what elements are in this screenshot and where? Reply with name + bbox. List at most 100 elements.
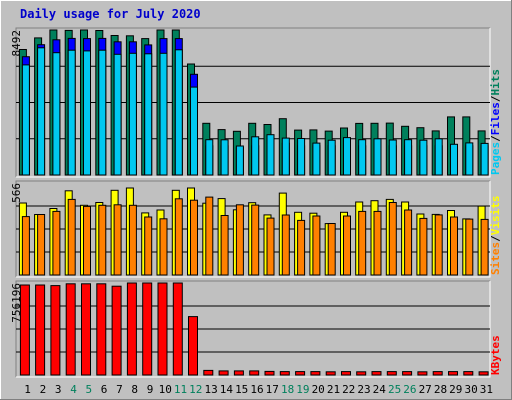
series-legend: Pages/Files/Hits [489, 69, 502, 175]
legend-hits: Hits [489, 69, 502, 96]
bar-pages-day-24 [373, 138, 382, 176]
bar-sites-day-28 [434, 214, 443, 276]
series-sites [21, 196, 489, 276]
bar-pages-day-19 [297, 138, 306, 176]
bar-pages-day-28 [434, 138, 443, 176]
legend-kbytes: KBytes [489, 335, 502, 375]
bar-pages-day-8 [128, 52, 137, 176]
bar-sites-day-27 [419, 217, 428, 276]
bar-pages-day-2 [37, 47, 46, 176]
bar-pages-day-6 [98, 49, 107, 176]
bar-sites-day-31 [480, 218, 489, 276]
bar-pages-day-16 [251, 136, 260, 176]
x-tick-label-14: 14 [220, 383, 234, 396]
bar-kbytes-day-3 [50, 285, 61, 376]
bar-sites-day-8 [128, 204, 137, 276]
chart-panels: 8492Pages/Files/Hits566Sites/Visits75619… [10, 27, 502, 378]
x-tick-label-8: 8 [131, 383, 138, 396]
bar-kbytes-day-18 [279, 371, 290, 376]
bar-pages-day-26 [404, 139, 413, 176]
bar-sites-day-10 [159, 218, 168, 276]
bar-kbytes-day-13 [203, 369, 214, 376]
bar-sites-day-24 [373, 210, 382, 276]
panel-3: 756196 KBytes [10, 280, 502, 378]
series-legend: Sites/Visits [489, 196, 502, 276]
bar-sites-day-29 [450, 216, 458, 276]
x-tick-label-4: 4 [70, 383, 77, 396]
y-max-label: 566 [10, 183, 23, 203]
bar-pages-day-12 [190, 86, 198, 176]
bar-kbytes-day-26 [402, 371, 413, 376]
legend--: / [489, 135, 502, 142]
bar-kbytes-day-31 [478, 371, 489, 376]
bar-kbytes-day-25 [386, 371, 397, 376]
plot-frame-highlight [16, 281, 491, 378]
legend-files: Files [489, 102, 502, 135]
x-tick-label-3: 3 [55, 383, 62, 396]
x-tick-label-13: 13 [204, 383, 217, 396]
bar-kbytes-day-14 [218, 370, 229, 376]
bar-sites-day-22 [343, 215, 351, 276]
plot-frame-highlight [16, 28, 491, 178]
bar-sites-day-3 [52, 210, 61, 276]
x-tick-label-29: 29 [449, 383, 462, 396]
bar-sites-day-17 [266, 217, 275, 276]
bar-pages-day-25 [388, 139, 397, 176]
bar-kbytes-day-11 [172, 282, 183, 376]
x-tick-label-24: 24 [373, 383, 387, 396]
legend-sites: Sites [489, 242, 502, 275]
bar-pages-day-3 [52, 52, 61, 176]
x-tick-label-11: 11 [174, 383, 187, 396]
bar-pages-day-5 [83, 50, 91, 176]
bar-pages-day-21 [327, 139, 336, 176]
x-tick-label-23: 23 [357, 383, 370, 396]
bar-kbytes-day-21 [325, 371, 336, 376]
bar-sites-day-25 [388, 202, 397, 276]
bar-pages-day-4 [67, 49, 76, 176]
series-pages [21, 47, 489, 176]
bar-kbytes-day-12 [188, 316, 198, 376]
bar-sites-day-21 [327, 223, 336, 276]
bar-sites-day-23 [358, 210, 367, 276]
bar-sites-day-7 [113, 204, 122, 276]
x-tick-label-20: 20 [312, 383, 325, 396]
bar-pages-day-7 [113, 53, 122, 176]
bar-sites-day-14 [220, 215, 229, 276]
bar-kbytes-day-7 [111, 285, 122, 376]
x-tick-label-19: 19 [296, 383, 309, 396]
plot-frame-shadow [15, 27, 490, 177]
bar-pages-day-9 [144, 53, 153, 176]
bar-kbytes-day-16 [249, 370, 260, 376]
bar-sites-day-2 [37, 214, 46, 276]
x-tick-label-31: 31 [480, 383, 493, 396]
x-axis-day-labels: 1 2 3 4 5 6 7 8 9 10 11 12 13 14 15 16 17 18 19 20 21 22 23 24 2… [24, 383, 493, 396]
bar-pages-day-15 [235, 145, 244, 176]
bar-kbytes-day-5 [81, 283, 91, 376]
x-tick-label-7: 7 [116, 383, 123, 396]
x-tick-label-16: 16 [250, 383, 263, 396]
bar-kbytes-day-19 [295, 371, 306, 376]
x-tick-label-28: 28 [434, 383, 447, 396]
x-tick-label-9: 9 [147, 383, 154, 396]
plot-frame-shadow [15, 180, 490, 277]
bar-sites-day-11 [174, 198, 183, 276]
bar-kbytes-day-1 [19, 284, 30, 376]
x-tick-label-12: 12 [189, 383, 202, 396]
bar-kbytes-day-29 [448, 371, 458, 376]
bar-sites-day-9 [144, 216, 153, 276]
bar-sites-day-16 [251, 204, 260, 276]
bar-sites-day-20 [312, 215, 321, 276]
bar-pages-day-30 [465, 142, 474, 176]
bar-kbytes-day-9 [142, 282, 153, 376]
x-tick-label-1: 1 [24, 383, 31, 396]
bar-kbytes-day-17 [264, 370, 275, 376]
bar-sites-day-30 [465, 218, 474, 276]
bar-pages-day-14 [220, 139, 229, 176]
bar-kbytes-day-27 [417, 371, 428, 376]
bar-kbytes-day-10 [157, 282, 168, 376]
x-tick-label-21: 21 [327, 383, 340, 396]
x-tick-label-22: 22 [342, 383, 355, 396]
x-tick-label-5: 5 [85, 383, 92, 396]
bar-kbytes-day-24 [371, 371, 382, 376]
